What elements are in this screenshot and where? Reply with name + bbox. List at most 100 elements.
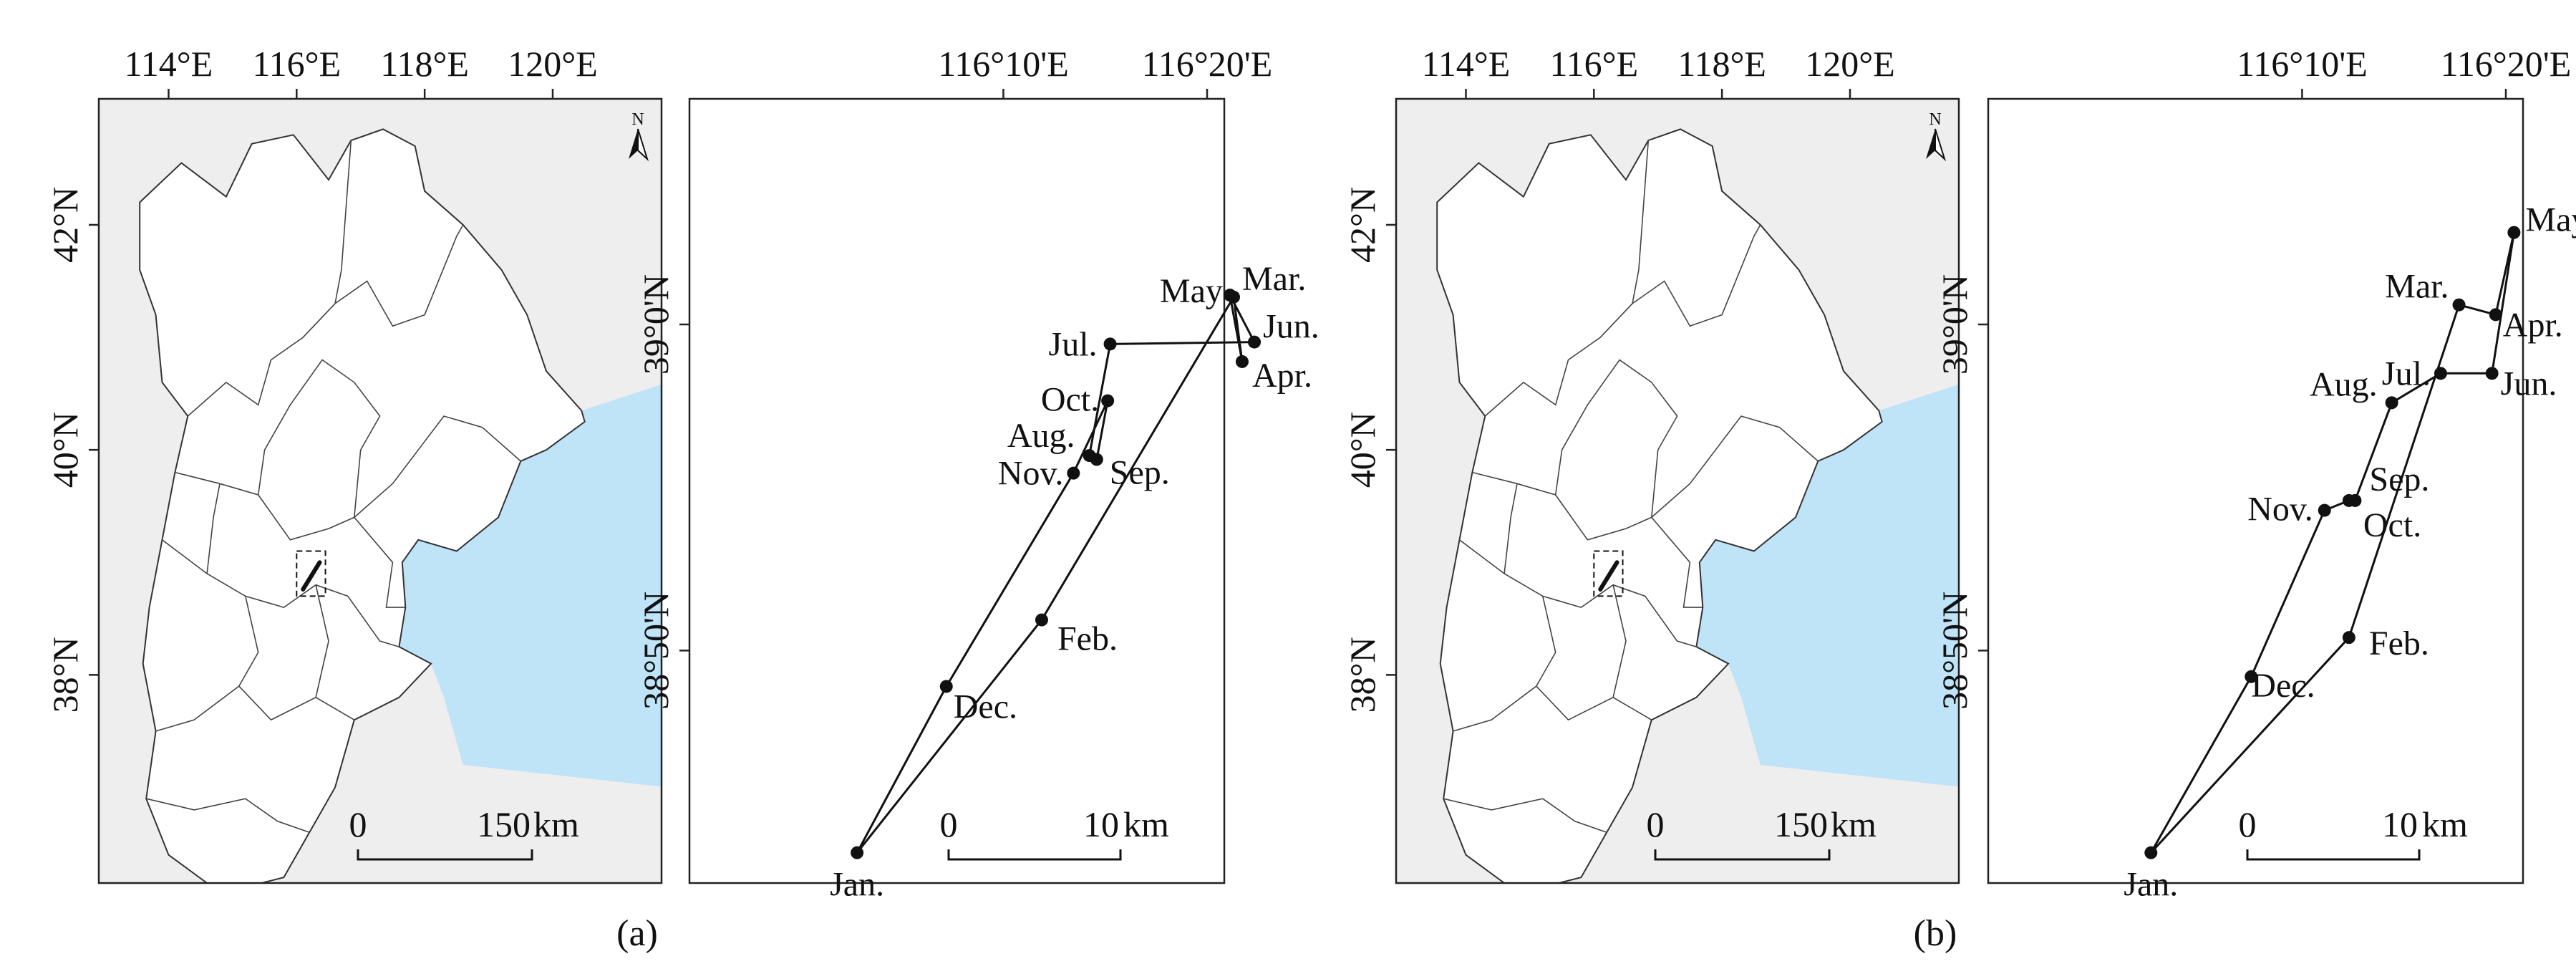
lon-tick-label: 118°E <box>1677 44 1766 84</box>
lon-tick-label: 116°20'E <box>2441 44 2572 84</box>
panel-caption: (a) <box>616 913 658 954</box>
month-label: Aug. <box>1007 417 1075 455</box>
lat-tick-label: 42°N <box>45 187 85 263</box>
map-frame <box>97 97 663 884</box>
track-point <box>2452 298 2466 312</box>
map-frame <box>1395 97 1960 884</box>
month-label: Sep. <box>2369 460 2429 498</box>
lat-tick-label: 38°N <box>1342 637 1383 713</box>
region-outline <box>1436 128 1883 883</box>
track-point <box>851 846 864 859</box>
county-boundary <box>1632 140 1650 304</box>
county-boundary <box>1504 483 1518 574</box>
county-boundary <box>238 596 259 687</box>
track-point <box>1235 355 1249 368</box>
region-outline <box>139 128 586 883</box>
county-boundary <box>155 685 355 732</box>
month-label: Nov. <box>998 455 1064 493</box>
scale-bar: 0 150 km <box>1647 804 1877 861</box>
scale-end-label: 10 <box>2382 804 2418 844</box>
overview-map: 114°E 116°E 118°E 120°E 42°N 40°N 38°N N 0 150 km <box>45 44 663 884</box>
track-point <box>1067 466 1080 480</box>
scale-start-label: 0 <box>940 804 958 844</box>
month-label: Mar. <box>2385 268 2449 306</box>
scale-bar: 0 10 km <box>940 804 1169 861</box>
scale-unit-label: km <box>1831 804 1877 844</box>
scale-unit-label: km <box>1123 804 1169 844</box>
track-point <box>2342 631 2355 645</box>
month-label: Aug. <box>2310 365 2378 403</box>
month-label: Dec. <box>954 688 1017 725</box>
track-point <box>2385 396 2398 410</box>
detail-frame <box>688 97 1226 884</box>
track-point <box>1103 337 1117 351</box>
north-label: N <box>631 110 644 129</box>
month-label: May <box>1160 272 1223 310</box>
scale-bar: 0 150 km <box>349 804 579 861</box>
lat-tick-label: 38°50'N <box>636 592 676 710</box>
track-point <box>2318 503 2331 517</box>
lon-tick-label: 116°10'E <box>938 44 1069 84</box>
scale-end-label: 150 <box>1774 804 1828 844</box>
month-label: May <box>2525 201 2576 239</box>
scale-end-label: 10 <box>1083 804 1119 844</box>
lon-tick-label: 114°E <box>125 44 213 84</box>
scale-unit-label: km <box>533 804 579 844</box>
panel-b: 114°E 116°E 118°E 120°E42°N40°N38°NN0 150 km1… <box>1342 44 2576 954</box>
track-point <box>2507 226 2521 239</box>
lat-tick-label: 39°0'N <box>636 274 676 375</box>
panel-caption: (b) <box>1914 913 1957 954</box>
month-label: Apr. <box>1252 357 1312 395</box>
panel-a: 114°E 116°E 118°E 120°E42°N40°N38°NN0 150 km1… <box>45 44 1320 954</box>
track-point <box>1101 394 1115 407</box>
lat-tick-label: 38°50'N <box>1935 592 1975 710</box>
month-label: Feb. <box>2369 624 2429 662</box>
county-boundary <box>1612 584 1627 698</box>
sea-area <box>399 384 662 787</box>
county-boundary <box>1554 359 1678 518</box>
month-label: Jul. <box>2382 355 2431 392</box>
scale-end-label: 150 <box>477 804 531 844</box>
county-boundary <box>315 584 329 698</box>
month-label: Feb. <box>1057 620 1118 658</box>
month-label: Apr. <box>2503 306 2563 344</box>
detail-map: 116°10'E 116°20'E 39°0'N 38°50'N Jan. Feb. Mar… <box>636 44 1320 904</box>
scale-bar: 0 10 km <box>2239 804 2468 861</box>
lat-tick-label: 38°N <box>45 637 85 713</box>
county-boundary <box>334 140 352 304</box>
north-label: N <box>1929 110 1941 129</box>
county-boundary <box>354 516 406 608</box>
month-label: Sep. <box>1110 454 1170 492</box>
lat-tick-label: 39°0'N <box>1935 274 1975 375</box>
sea-area <box>1696 384 1959 787</box>
track-point <box>1223 289 1236 302</box>
track-miniature <box>301 560 322 592</box>
track-miniature <box>1598 560 1619 592</box>
study-area-box <box>1593 550 1624 597</box>
track-point <box>2144 846 2158 859</box>
month-label: Nov. <box>2247 491 2313 529</box>
scale-start-label: 0 <box>2239 804 2257 844</box>
overview-map: 114°E 116°E 118°E 120°E 42°N 40°N 38°N N 0 150 km <box>1342 44 1960 884</box>
lat-tick-label: 40°N <box>1342 412 1383 488</box>
lat-tick-label: 42°N <box>1342 187 1383 263</box>
lon-tick-label: 116°10'E <box>2237 44 2368 84</box>
lon-tick-label: 116°E <box>1549 44 1638 84</box>
detail-map: 116°10'E 116°20'E 39°0'N 38°50'N Jan. Feb. Mar… <box>1935 44 2576 904</box>
month-label: Oct. <box>1041 381 1099 419</box>
track-point <box>2342 493 2355 507</box>
track-point <box>939 680 953 693</box>
month-label: Mar. <box>1242 260 1306 298</box>
track-point <box>2245 670 2258 683</box>
lon-tick-label: 120°E <box>508 44 598 84</box>
detail-frame <box>1987 97 2524 884</box>
scale-unit-label: km <box>2422 804 2468 844</box>
month-label: Dec. <box>2251 667 2315 705</box>
track-point <box>2489 308 2502 322</box>
county-boundary <box>146 798 310 834</box>
track-point <box>2485 367 2499 380</box>
county-boundary <box>257 359 381 518</box>
track-point <box>2434 367 2447 380</box>
month-label: Jun. <box>2501 365 2557 402</box>
